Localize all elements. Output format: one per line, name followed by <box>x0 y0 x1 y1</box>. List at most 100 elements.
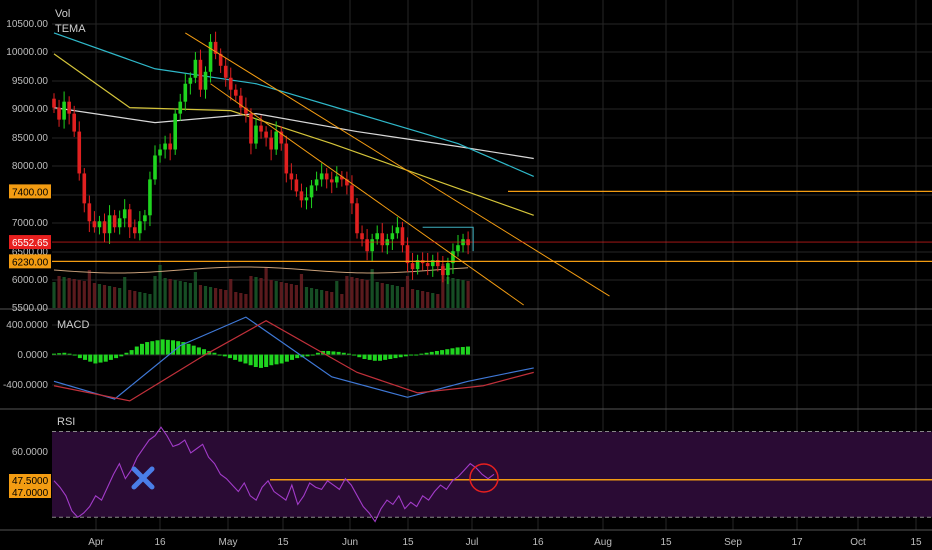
macd-histogram-bar <box>243 354 248 364</box>
macd-histogram-bar <box>88 354 93 362</box>
candle-body <box>259 125 263 132</box>
macd-histogram-bar <box>62 352 67 355</box>
rsi-value-badge-text: 47.0000 <box>12 488 49 499</box>
volume-bar <box>370 269 374 308</box>
level-7400-badge-text: 7400.00 <box>12 187 49 198</box>
volume-bar <box>360 279 364 308</box>
macd-histogram-bar <box>155 340 160 355</box>
candle-body <box>77 131 82 174</box>
macd-histogram-bar <box>191 345 196 355</box>
macd-histogram-bar <box>103 354 108 362</box>
macd-histogram-bar <box>455 347 460 355</box>
volume-bar <box>385 284 389 308</box>
price-y-tick-label: 7000.00 <box>12 218 49 229</box>
volume-bar <box>143 293 147 308</box>
macd-histogram-bar <box>222 354 227 357</box>
macd-histogram-bar <box>434 350 439 355</box>
volume-bar <box>52 282 56 308</box>
volume-bar <box>198 285 203 308</box>
price-y-tick-label: 9000.00 <box>12 104 49 115</box>
candle-body <box>299 191 304 201</box>
price-y-tick-label: 5500.00 <box>12 303 49 314</box>
macd-histogram-bar <box>403 354 408 357</box>
macd-histogram-bar <box>165 339 170 355</box>
volume-bar <box>421 291 425 308</box>
candle-body <box>183 83 188 102</box>
candle-body <box>415 260 420 270</box>
candle-body <box>107 215 112 234</box>
macd-histogram-bar <box>398 354 403 358</box>
candle-body <box>390 233 395 240</box>
vol-label: Vol <box>55 8 70 20</box>
macd-histogram-bar <box>114 354 119 359</box>
volume-bar <box>229 279 233 308</box>
volume-bar <box>320 290 324 308</box>
candle-body <box>436 260 440 267</box>
candle-body <box>309 185 314 198</box>
volume-bar <box>410 289 415 308</box>
volume-bar <box>188 283 192 308</box>
macd-histogram-bar <box>264 354 269 368</box>
volume-bar <box>264 267 268 308</box>
candle-body <box>314 179 319 186</box>
candle-body <box>218 53 223 66</box>
macd-histogram-bar <box>372 354 377 361</box>
volume-bar <box>128 290 132 308</box>
candle-body <box>193 59 198 78</box>
macd-signal-line <box>53 320 534 402</box>
macd-histogram-bar <box>202 349 207 355</box>
candle-body <box>213 41 218 54</box>
candle-body <box>153 155 157 180</box>
volume-bar <box>461 280 465 308</box>
x-tick-label: Apr <box>88 537 104 548</box>
volume-bar <box>335 281 339 308</box>
volume-bar <box>244 294 248 308</box>
candle-body <box>410 263 415 270</box>
volume-bar <box>123 277 127 308</box>
macd-histogram-bar <box>388 354 393 359</box>
level-7400-badge-bg <box>9 184 51 199</box>
macd-histogram-bar <box>310 354 315 356</box>
volume-bar <box>168 279 172 308</box>
macd-histogram-bar <box>196 347 201 355</box>
axes: 10500.00 10000.00 9500.00 9000.00 8500.00 800… <box>3 19 922 548</box>
candle-body <box>244 107 248 114</box>
volume-bar <box>208 287 213 308</box>
macd-histogram-bar <box>465 346 470 355</box>
volume-bar <box>193 272 197 308</box>
candle-body <box>57 107 61 120</box>
macd-histogram-bar <box>409 354 414 356</box>
volume-bar <box>173 280 177 308</box>
candle-body <box>249 113 253 144</box>
volume-bar <box>350 277 354 308</box>
macd-y-tick-label: 400.0000 <box>6 320 48 331</box>
price-y-tick-label: 6000.00 <box>12 275 49 286</box>
volume-bar <box>355 278 359 308</box>
volume-bar <box>284 283 288 308</box>
volume-bar <box>466 281 470 308</box>
macd-histogram-bar <box>336 351 341 355</box>
candle-body <box>269 137 273 150</box>
price-y-tick-label: 10500.00 <box>6 19 48 30</box>
consolidation-marker <box>422 226 474 252</box>
last-price-badge-bg <box>9 235 51 250</box>
volume-bar <box>330 292 334 308</box>
macd-histogram-bar <box>108 354 113 360</box>
macd-histogram-bar <box>258 354 263 368</box>
macd-histogram-bar <box>290 354 295 360</box>
macd-histogram-bar <box>326 350 331 355</box>
rsi-pane <box>52 426 932 523</box>
volume-bar <box>274 281 278 308</box>
volume-bar <box>113 287 117 308</box>
volume-bar <box>436 294 440 308</box>
macd-histogram-bar <box>295 354 300 359</box>
volume-bar <box>345 276 349 308</box>
candle-body <box>112 215 117 228</box>
volume-bar <box>158 265 162 308</box>
macd-histogram-bar <box>212 352 217 355</box>
macd-histogram-bar <box>227 354 232 359</box>
macd-label: MACD <box>57 319 89 331</box>
macd-histogram-bar <box>450 348 455 355</box>
volume-bar <box>390 285 394 308</box>
volume-bar <box>405 276 410 308</box>
